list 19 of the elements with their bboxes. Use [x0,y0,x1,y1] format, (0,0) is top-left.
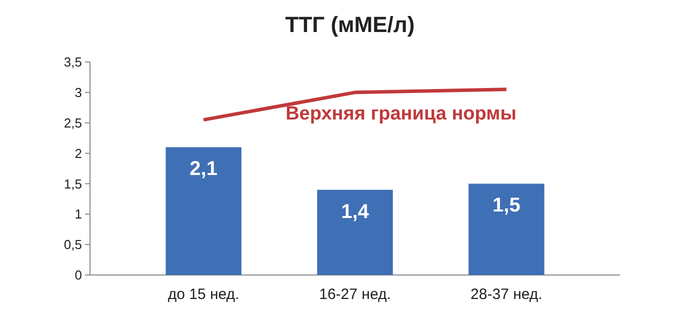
y-tick-label: 2,5 [64,115,82,130]
bar [317,190,393,275]
x-tick-label: 28-37 нед. [470,286,542,303]
bar [166,147,242,275]
data-label: 2,1 [190,158,218,180]
y-tick-label: 1 [74,206,82,222]
chart-title: ТТГ (мМЕ/л) [285,12,415,37]
y-tick-label: 3,5 [64,54,82,70]
series-label: Верхняя граница нормы [286,103,516,124]
data-label: 1,5 [492,194,520,217]
y-tick-label: 3 [74,84,82,100]
x-tick-label: до 15 нед. [168,286,240,303]
y-tick-label: 1,5 [64,176,82,192]
y-tick-label: 0,5 [64,237,82,252]
y-tick-label: 2 [74,146,82,161]
data-label: 1,4 [341,200,370,223]
x-tick-label: 16-27 нед. [319,286,391,303]
y-tick-label: 0 [74,268,82,283]
bar [468,184,544,275]
